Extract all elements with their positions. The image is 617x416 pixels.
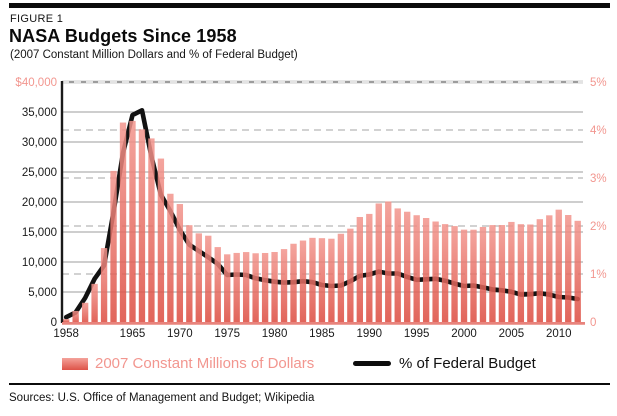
budget-bar-2005	[508, 221, 515, 322]
budget-bar-1999	[451, 226, 458, 322]
budget-bar-1966	[138, 129, 146, 322]
chart-subtitle: (2007 Constant Million Dollars and % of …	[10, 49, 298, 61]
budget-bar-1987	[337, 233, 345, 322]
budget-bar-1994	[404, 211, 411, 322]
budget-bar-1976	[233, 252, 240, 322]
budget-bar-1974	[214, 247, 221, 322]
legend-bars-label: 2007 Constant Millions of Dollars	[95, 355, 315, 372]
left-axis-tick-25,000: 25,000	[22, 167, 57, 179]
budget-bar-1963	[110, 170, 117, 322]
budget-bar-2000	[460, 229, 468, 322]
x-axis-tick-1965: 1965	[120, 328, 146, 340]
budget-bar-1958	[63, 319, 70, 322]
budget-bar-1973	[205, 235, 212, 322]
right-axis-tick-5%: 5%	[590, 77, 607, 89]
budget-bar-1971	[186, 225, 193, 322]
budget-bar-1982	[290, 243, 297, 322]
budget-bar-2004	[498, 225, 506, 322]
legend-line-label: % of Federal Budget	[399, 355, 536, 372]
legend-item-line: % of Federal Budget	[353, 355, 536, 372]
left-axis-tick-10,000: 10,000	[22, 257, 57, 269]
right-axis-tick-2%: 2%	[590, 221, 607, 233]
budget-bar-1970	[176, 204, 184, 322]
x-axis-tick-1990: 1990	[357, 328, 383, 340]
x-axis-tick-1980: 1980	[262, 328, 288, 340]
x-axis-tick-1975: 1975	[214, 328, 240, 340]
x-axis-tick-2010: 2010	[546, 328, 572, 340]
left-axis-tick-5,000: 5,000	[28, 287, 57, 299]
page-title: NASA Budgets Since 1958	[9, 26, 237, 46]
budget-bar-1972	[195, 233, 202, 322]
budget-bar-1992	[385, 201, 392, 322]
budget-bar-2001	[470, 229, 477, 322]
left-axis-tick-0: 0	[51, 317, 57, 329]
budget-bar-1964	[119, 122, 127, 322]
source-line: Sources: U.S. Office of Management and B…	[9, 392, 315, 404]
footer-rule	[9, 383, 610, 385]
budget-bar-1991	[375, 203, 382, 322]
x-axis-tick-2005: 2005	[499, 328, 525, 340]
left-axis-tick-15,000: 15,000	[22, 227, 57, 239]
bar-swatch-icon	[62, 357, 88, 370]
right-axis-tick-1%: 1%	[590, 269, 607, 281]
budget-bar-1975	[224, 254, 231, 322]
budget-bar-1993	[394, 208, 401, 322]
budget-bar-1985	[318, 238, 326, 322]
budget-bar-1995	[413, 215, 420, 322]
budget-bar-2010	[555, 209, 562, 322]
x-axis-tick-1995: 1995	[404, 328, 430, 340]
left-axis-tick-$40,000: $40,000	[15, 77, 57, 89]
budget-bar-1996	[422, 218, 430, 322]
budget-bar-1969	[167, 193, 174, 322]
budget-bar-2008	[536, 219, 543, 322]
budget-bar-1978	[252, 253, 259, 322]
budget-bar-1998	[441, 224, 449, 322]
budget-bar-1979	[261, 252, 269, 322]
budget-bar-1959	[72, 310, 79, 322]
budget-bar-2009	[546, 215, 553, 322]
left-axis-tick-30,000: 30,000	[22, 137, 57, 149]
budget-bar-2011	[565, 215, 572, 322]
budget-bar-1989	[356, 216, 363, 322]
budget-bar-1990	[366, 213, 373, 322]
x-axis-tick-1970: 1970	[167, 328, 193, 340]
x-axis-tick-1958: 1958	[53, 328, 79, 340]
right-axis-tick-3%: 3%	[590, 173, 607, 185]
budget-bar-1961	[91, 283, 98, 322]
right-axis-tick-4%: 4%	[590, 125, 607, 137]
x-axis-tick-2000: 2000	[451, 328, 477, 340]
budget-bar-1965	[129, 120, 136, 322]
top-rule	[9, 3, 610, 8]
x-axis-tick-1985: 1985	[309, 328, 335, 340]
budget-bar-1967	[148, 138, 155, 322]
budget-bar-1968	[157, 158, 165, 322]
budget-bar-1988	[347, 228, 354, 322]
budget-bar-1977	[242, 252, 250, 322]
budget-bar-1960	[81, 302, 89, 322]
figure-label: FIGURE 1	[10, 13, 64, 25]
budget-bar-1997	[432, 221, 439, 322]
budget-bar-2003	[489, 225, 496, 322]
budget-bar-1983	[299, 240, 307, 322]
budget-bar-1980	[271, 251, 278, 322]
left-axis-tick-35,000: 35,000	[22, 107, 57, 119]
legend-item-bars: 2007 Constant Millions of Dollars	[62, 355, 314, 372]
left-axis-tick-20,000: 20,000	[22, 197, 57, 209]
line-swatch-icon	[353, 361, 391, 366]
right-axis-tick-0: 0	[590, 317, 596, 329]
budget-bar-2006	[517, 224, 525, 322]
budget-bar-2007	[527, 224, 534, 322]
budget-bar-1981	[280, 249, 288, 322]
budget-bar-2012	[574, 220, 581, 322]
chart-legend: 2007 Constant Millions of Dollars % of F…	[62, 355, 562, 375]
budget-bar-1984	[309, 237, 316, 322]
budget-bar-1962	[100, 248, 108, 322]
budget-bar-2002	[479, 226, 487, 322]
budget-bar-1986	[328, 238, 335, 322]
